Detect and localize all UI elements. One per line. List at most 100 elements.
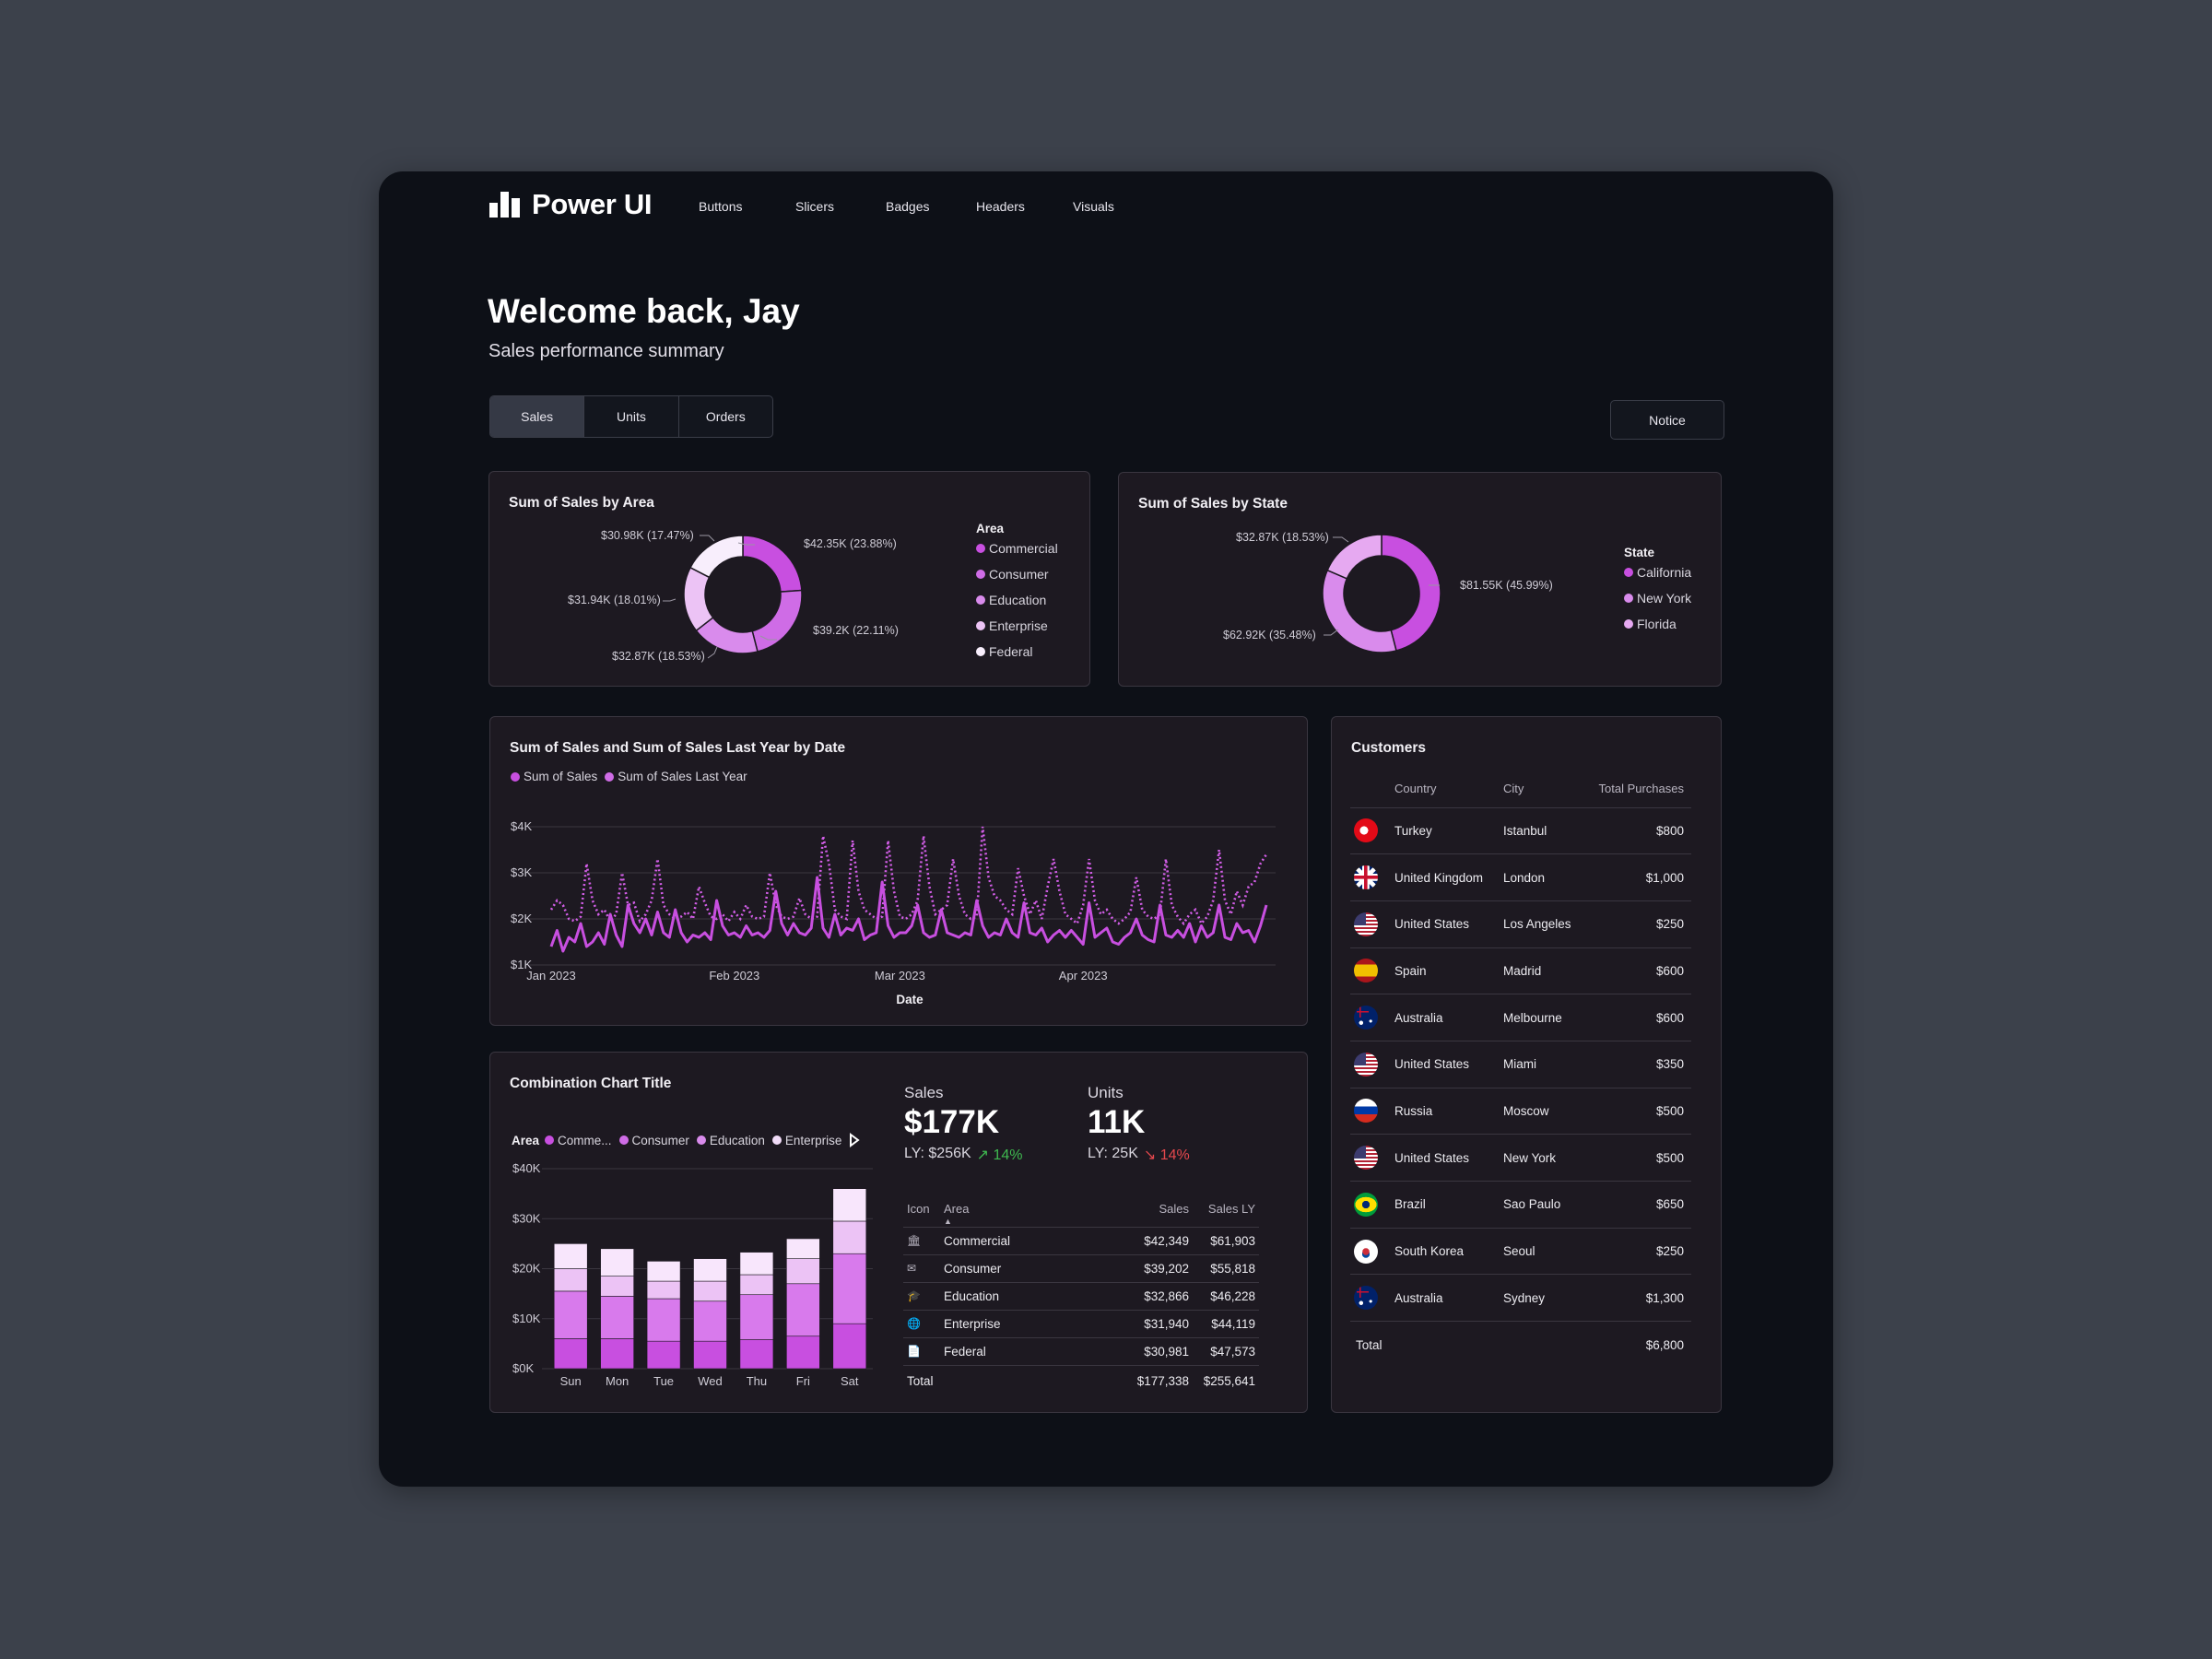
legend-item-consumer[interactable]: Consumer [976,561,1058,587]
table-row[interactable]: United States Miami $350 [1350,1041,1691,1088]
table-row[interactable]: Australia Sydney $1,300 [1350,1274,1691,1323]
legend-item-california[interactable]: California [1624,559,1691,585]
table-row[interactable]: Brazil Sao Paulo $650 [1350,1181,1691,1229]
legend-item-enterprise[interactable]: Enterprise [976,613,1058,639]
kpi-units-ly: LY: 25K [1088,1146,1138,1161]
donut-slice-consumer[interactable] [751,589,803,653]
table-row[interactable]: Spain Madrid $600 [1350,947,1691,995]
legend-consumer[interactable]: Consumer [631,1133,689,1147]
nav-headers[interactable]: Headers [976,199,1025,214]
state-label-florida: $32.87K (18.53%) [1236,531,1329,544]
bar-segment-enterprise-thu[interactable] [739,1252,774,1276]
legend-item-federal[interactable]: Federal [976,639,1058,665]
col-header-city[interactable]: City [1503,771,1583,808]
bar-segment-commercial-fri[interactable] [786,1335,820,1370]
us-flag-icon [1354,912,1378,936]
legend-label: California [1637,565,1692,580]
col-header-total-purchases[interactable]: Total Purchases [1583,771,1691,808]
bar-segment-education-tue[interactable] [646,1280,681,1300]
table-row[interactable]: South Korea Seoul $250 [1350,1228,1691,1276]
legend-label: Federal [989,644,1033,659]
customer-city: Istanbul [1503,807,1583,855]
bar-segment-education-wed[interactable] [693,1280,727,1302]
bar-segment-consumer-thu[interactable] [739,1294,774,1340]
table-row[interactable]: 🎓 Education $32,866 $46,228 [903,1282,1259,1311]
col-header-flag [1350,771,1394,808]
bar-segment-commercial-thu[interactable] [739,1339,774,1370]
bar-segment-enterprise-mon[interactable] [600,1248,634,1277]
bar-segment-enterprise-tue[interactable] [646,1261,681,1282]
bar-segment-consumer-wed[interactable] [693,1300,727,1342]
legend-enterprise[interactable]: Enterprise [784,1133,842,1147]
tab-sales[interactable]: Sales [490,396,585,437]
donut-slice-commercial[interactable] [742,535,803,593]
bar-segment-enterprise-sun[interactable] [553,1243,588,1269]
col-header-country[interactable]: Country [1394,771,1503,808]
table-row[interactable]: Australia Melbourne $600 [1350,994,1691,1041]
donut-slice-federal[interactable] [689,535,744,579]
area-name: Enterprise [944,1310,1079,1338]
document-icon: 📄 [903,1337,944,1366]
legend-item-new-york[interactable]: New York [1624,585,1691,611]
nav-buttons[interactable]: Buttons [699,199,743,214]
legend-item-education[interactable]: Education [976,587,1058,613]
bar-segment-enterprise-fri[interactable] [786,1238,820,1259]
table-row[interactable]: 🌐 Enterprise $31,940 $44,119 [903,1310,1259,1338]
table-row[interactable]: Russia Moscow $500 [1350,1088,1691,1135]
bar-segment-consumer-mon[interactable] [600,1296,634,1339]
bar-segment-commercial-tue[interactable] [646,1340,681,1370]
nav-visuals[interactable]: Visuals [1073,199,1114,214]
nav-slicers[interactable]: Slicers [795,199,835,214]
col-header-sales[interactable]: Sales [1078,1192,1193,1228]
notice-button[interactable]: Notice [1610,400,1724,440]
table-row[interactable]: 🏛 Commercial $42,349 $61,903 [903,1227,1259,1255]
x-tick-label: Sat [841,1374,859,1388]
bar-segment-commercial-sat[interactable] [832,1323,867,1370]
bar-segment-commercial-mon[interactable] [600,1338,634,1370]
bar-segment-education-sun[interactable] [553,1268,588,1292]
bar-segment-consumer-fri[interactable] [786,1283,820,1337]
donut-slice-new-york[interactable] [1322,569,1397,653]
bar-segment-consumer-sat[interactable] [832,1253,867,1324]
table-row[interactable]: ✉ Consumer $39,202 $55,818 [903,1254,1259,1283]
legend-sum-of-sales[interactable]: Sum of Sales [524,770,598,783]
bar-segment-consumer-sun[interactable] [553,1290,588,1339]
legend-item-florida[interactable]: Florida [1624,611,1691,637]
bar-segment-commercial-wed[interactable] [693,1340,727,1370]
x-tick-label: Fri [796,1374,810,1388]
table-row[interactable]: Turkey Istanbul $800 [1350,807,1691,855]
bar-segment-education-mon[interactable] [600,1276,634,1297]
table-row[interactable]: United States New York $500 [1350,1134,1691,1182]
area-label-enterprise: $31.94K (18.01%) [568,594,661,606]
legend-item-commercial[interactable]: Commercial [976,535,1058,561]
tab-units[interactable]: Units [584,396,679,437]
combo-chart-title: Combination Chart Title [510,1076,672,1091]
donut-slice-california[interactable] [1381,534,1441,652]
col-header-icon[interactable]: Icon [903,1192,944,1228]
bar-segment-education-fri[interactable] [786,1258,820,1285]
tab-orders[interactable]: Orders [705,409,746,424]
area-sales-ly: $46,228 [1193,1282,1259,1311]
bar-segment-education-thu[interactable] [739,1274,774,1296]
area-label-federal: $30.98K (17.47%) [601,529,694,542]
customer-total: $1,000 [1583,853,1691,901]
bar-segment-education-sat[interactable] [832,1220,867,1254]
nav-badges[interactable]: Badges [886,199,930,214]
legend-education[interactable]: Education [709,1133,765,1147]
kpi-units-comparison: LY: 25K ↘ 14% [1088,1146,1190,1164]
col-header-sales-ly[interactable]: Sales LY [1193,1192,1259,1228]
logo[interactable]: Power UI [488,188,653,221]
table-row[interactable]: United Kingdom London $1,000 [1350,853,1691,901]
legend-commercial[interactable]: Comme... [558,1133,612,1147]
bar-segment-enterprise-wed[interactable] [693,1258,727,1282]
bar-segment-consumer-tue[interactable] [646,1298,681,1342]
kpi-units-label: Units [1088,1084,1124,1101]
legend-sum-of-sales-last-year[interactable]: Sum of Sales Last Year [618,770,747,783]
bar-segment-commercial-sun[interactable] [553,1338,588,1370]
table-row[interactable]: United States Los Angeles $250 [1350,900,1691,948]
table-row[interactable]: 📄 Federal $30,981 $47,573 [903,1337,1259,1366]
donut-slice-florida[interactable] [1326,534,1382,580]
legend-next-arrow-icon[interactable] [849,1133,861,1147]
col-header-area[interactable]: Area ▲ [944,1192,1079,1228]
bar-segment-enterprise-sat[interactable] [832,1188,867,1222]
